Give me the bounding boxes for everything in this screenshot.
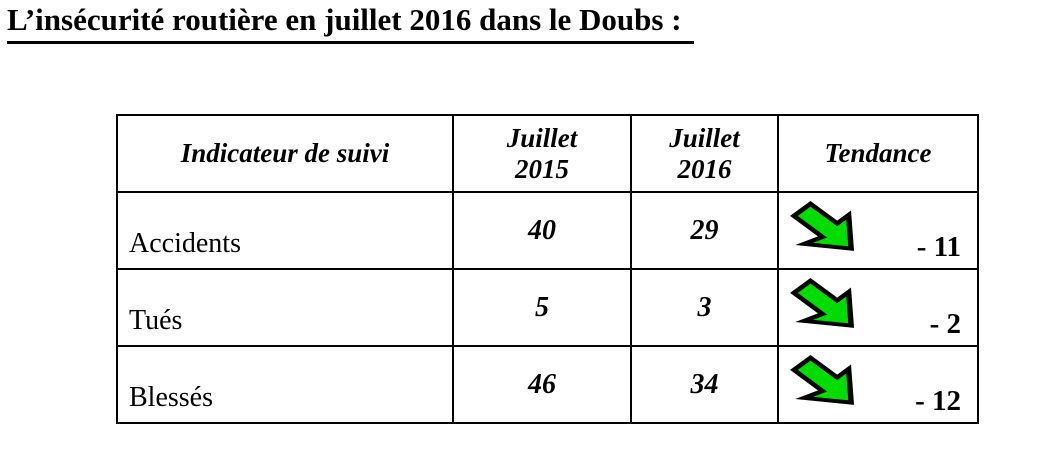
blesses-trend-value: - 12	[915, 385, 961, 417]
table-row-blesses: Blessés 46 34 - 12	[116, 345, 979, 424]
accidents-value-juillet-2015: 40	[452, 191, 632, 270]
column-header-juillet-2015-label: Juillet 2015	[506, 123, 578, 184]
column-header-indicator: Indicateur de suivi	[116, 114, 454, 193]
blesses-value-juillet-2015: 46	[452, 345, 632, 424]
column-header-juillet-2016-label: Juillet 2016	[669, 123, 740, 184]
table-row-tues: Tués 5 3 - 2	[116, 268, 979, 347]
accidents-trend-cell: - 11	[777, 191, 979, 270]
tues-value-juillet-2015: 5	[452, 268, 632, 347]
tues-trend-value: - 2	[929, 308, 961, 340]
column-header-indicator-label: Indicateur de suivi	[180, 138, 390, 169]
page-title: L’insécurité routière en juillet 2016 da…	[7, 2, 694, 44]
blesses-value-juillet-2016: 34	[630, 345, 779, 424]
row-label-blesses: Blessés	[116, 345, 454, 424]
table-row-accidents: Accidents 40 29 - 11	[116, 191, 979, 270]
accidents-trend-value: - 11	[916, 231, 961, 263]
column-header-juillet-2016: Juillet 2016	[630, 114, 779, 193]
table-header-row: Indicateur de suivi Juillet 2015 Juillet…	[116, 114, 979, 193]
accidents-value-juillet-2016: 29	[630, 191, 779, 270]
column-header-juillet-2015: Juillet 2015	[452, 114, 632, 193]
trend-down-arrow-icon	[782, 196, 872, 262]
page-title-text: L’insécurité routière en juillet 2016 da…	[7, 2, 694, 44]
trend-down-arrow-icon	[782, 273, 872, 339]
road-safety-table: Indicateur de suivi Juillet 2015 Juillet…	[116, 114, 979, 424]
row-label-tues: Tués	[116, 268, 454, 347]
blesses-trend-cell: - 12	[777, 345, 979, 424]
tues-trend-cell: - 2	[777, 268, 979, 347]
trend-down-arrow-icon	[782, 350, 872, 416]
row-label-accidents: Accidents	[116, 191, 454, 270]
column-header-tendance-label: Tendance	[824, 138, 932, 169]
tues-value-juillet-2016: 3	[630, 268, 779, 347]
column-header-tendance: Tendance	[777, 114, 979, 193]
